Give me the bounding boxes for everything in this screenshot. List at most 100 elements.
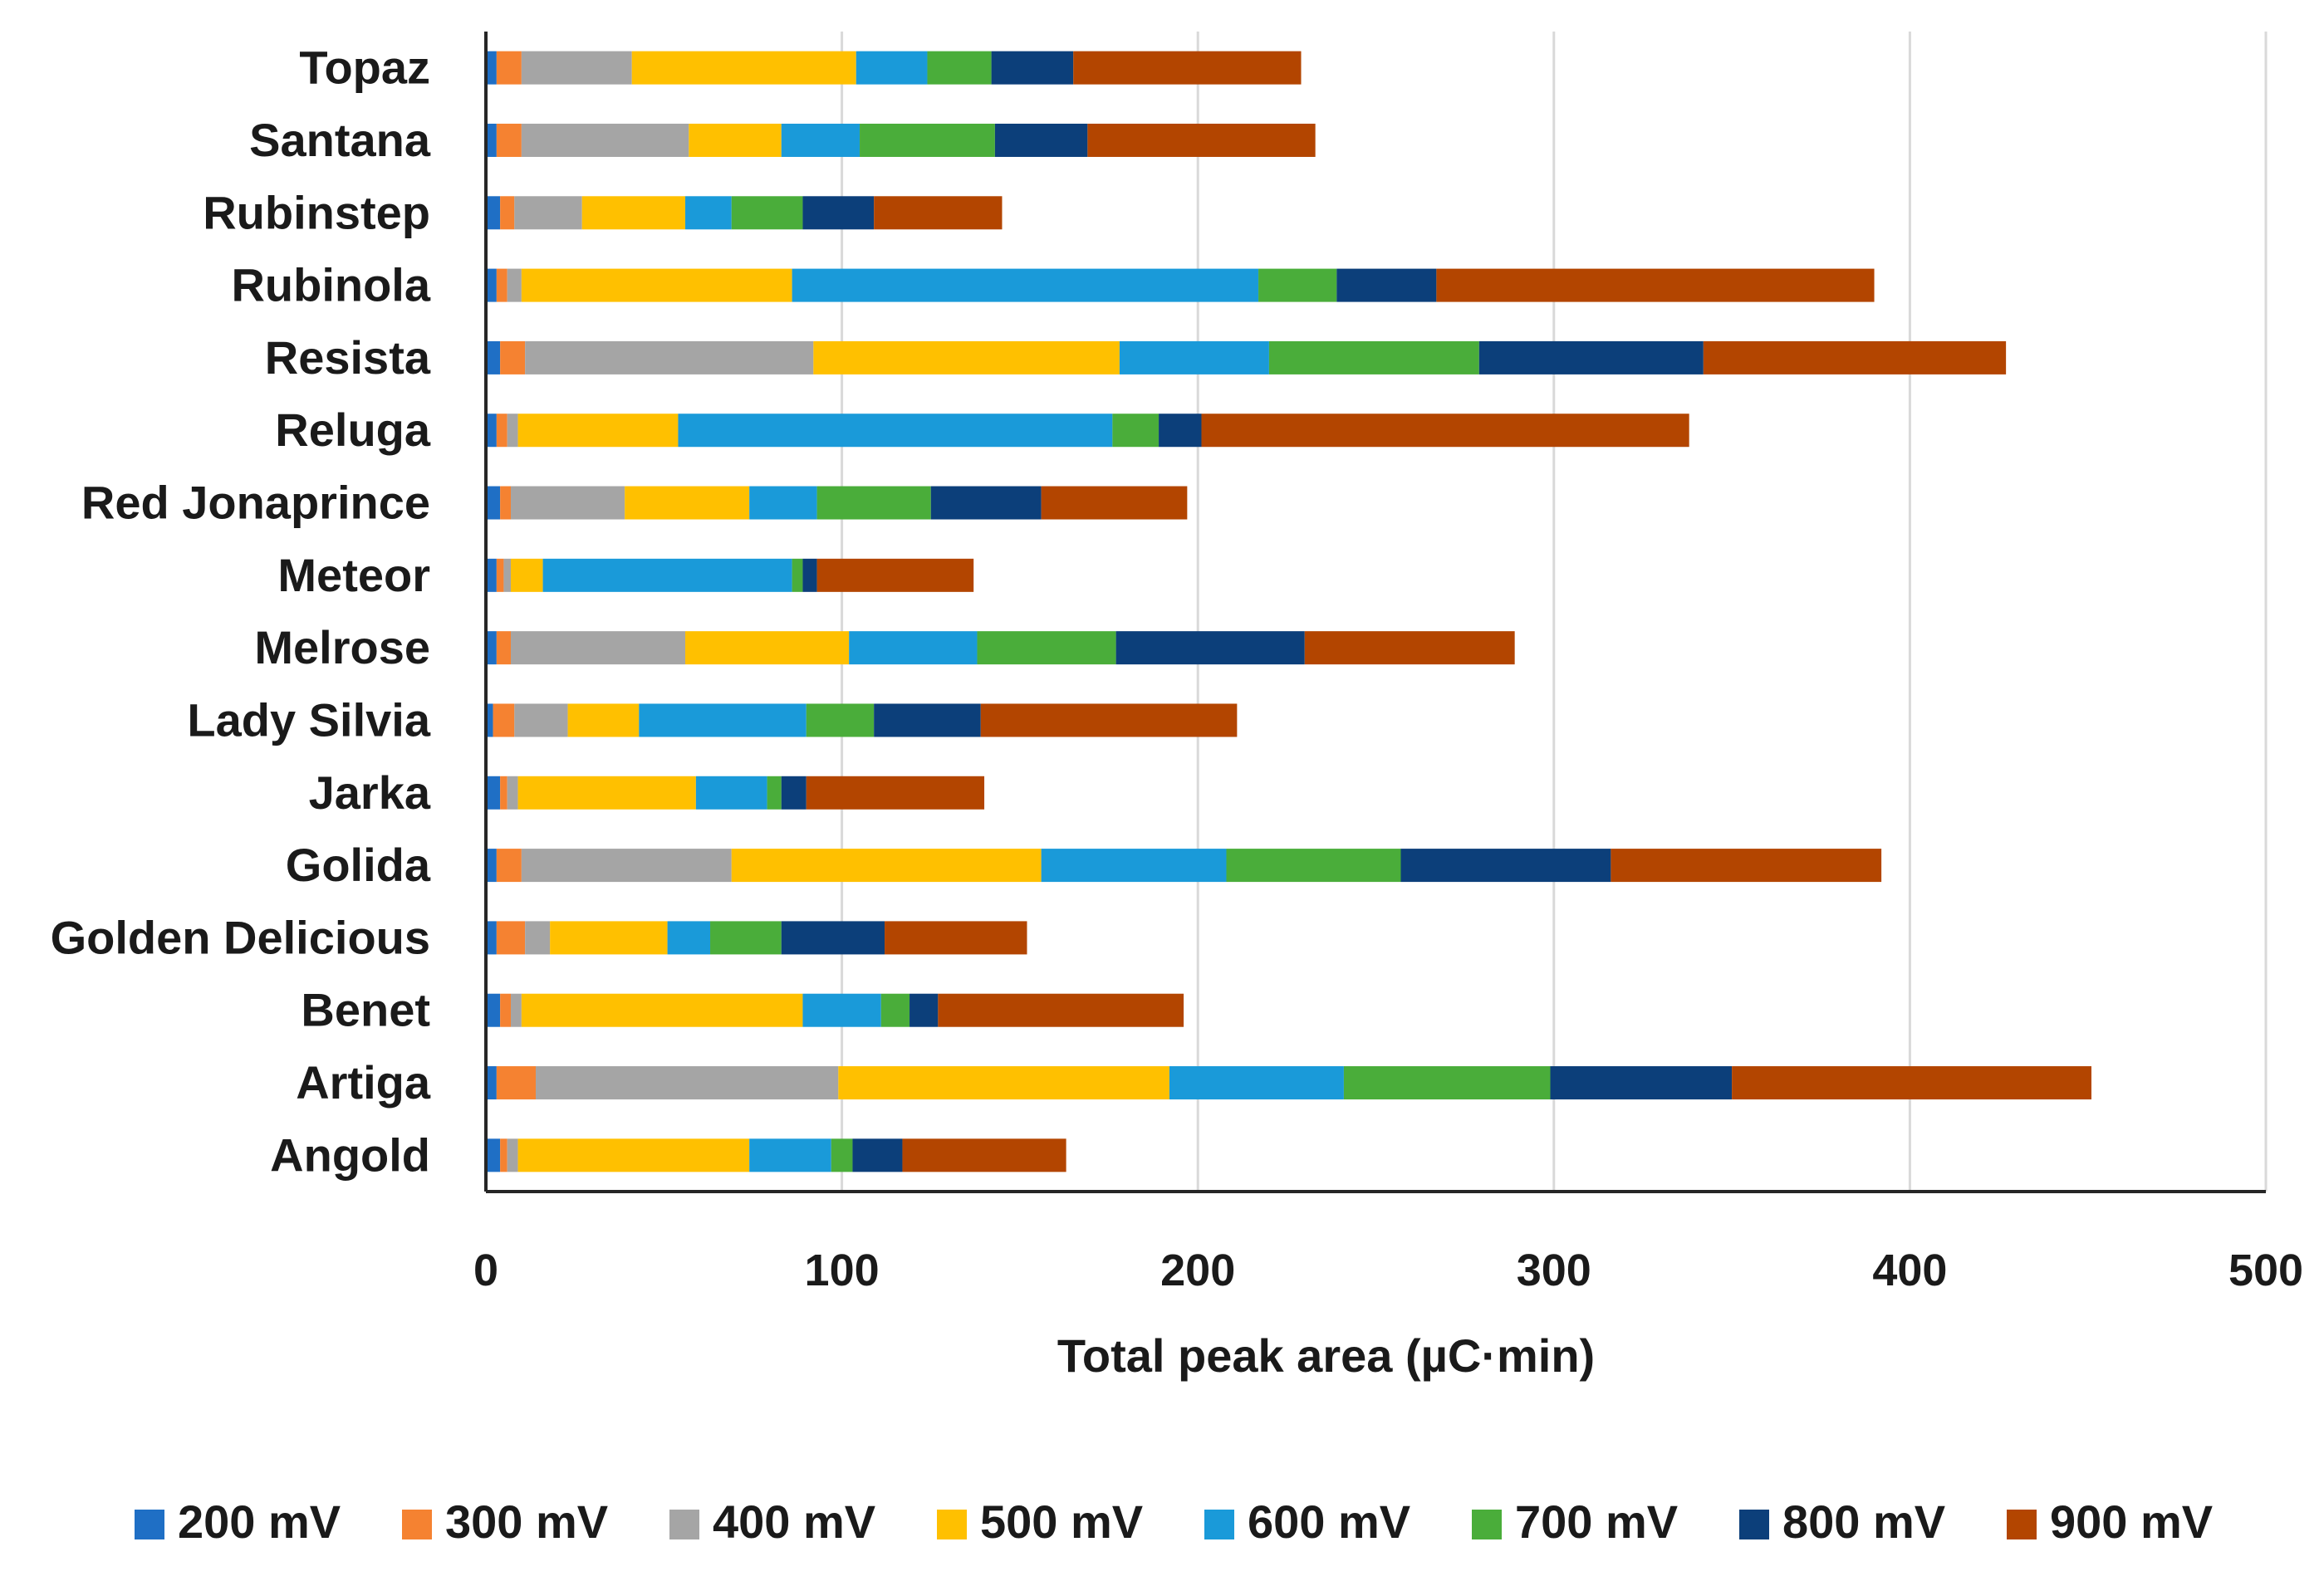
x-tick-label: 400 (1872, 1246, 1947, 1295)
bar-golida-600-mv (1041, 849, 1227, 883)
bar-reluga-600-mv (678, 414, 1113, 448)
bar-resista-200-mv (486, 340, 501, 374)
category-label: Red Jonaprince (81, 477, 430, 529)
bar-jarka-200-mv (486, 776, 501, 810)
bar-melrose-200-mv (486, 631, 497, 665)
bar-rubinstep-900-mv (874, 196, 1003, 230)
legend-swatch (1204, 1510, 1234, 1539)
bar-jarka-500-mv (517, 776, 696, 810)
bar-santana-300-mv (496, 123, 522, 157)
bar-reluga-900-mv (1201, 414, 1689, 448)
category-label: Santana (249, 114, 431, 166)
category-label: Jarka (309, 766, 431, 819)
bar-rubinola-200-mv (486, 268, 497, 302)
bar-melrose-400-mv (511, 631, 686, 665)
x-axis-title: Total peak area (µC·min) (1057, 1329, 1595, 1382)
bar-meteor-800-mv (802, 558, 817, 592)
bar-angold-500-mv (517, 1138, 750, 1172)
category-label: Angold (270, 1128, 430, 1181)
bar-golida-200-mv (486, 849, 497, 883)
bar-meteor-900-mv (816, 558, 974, 592)
bar-resista-900-mv (1703, 340, 2007, 374)
bar-rubinola-900-mv (1436, 268, 1875, 302)
bar-jarka-800-mv (781, 776, 807, 810)
bar-lady-silvia-300-mv (493, 703, 515, 737)
legend-swatch (1739, 1510, 1769, 1539)
bar-melrose-500-mv (685, 631, 850, 665)
bar-golden-delicious-700-mv (710, 921, 782, 955)
bar-meteor-400-mv (503, 558, 512, 592)
bar-reluga-400-mv (507, 414, 518, 448)
bar-golida-500-mv (731, 849, 1042, 883)
legend-item: 600 mV (1204, 1495, 1410, 1548)
bar-melrose-800-mv (1115, 631, 1305, 665)
bar-melrose-300-mv (496, 631, 512, 665)
bar-angold-400-mv (507, 1138, 518, 1172)
legend-swatch (135, 1510, 164, 1539)
bar-benet-200-mv (486, 993, 501, 1027)
bar-golden-delicious-800-mv (781, 921, 885, 955)
bar-golida-700-mv (1226, 849, 1401, 883)
bar-artiga-900-mv (1732, 1066, 2091, 1100)
bar-meteor-300-mv (496, 558, 504, 592)
bar-meteor-500-mv (511, 558, 543, 592)
bar-reluga-200-mv (486, 414, 497, 448)
legend-label: 500 mV (980, 1495, 1143, 1548)
bar-santana-700-mv (860, 123, 995, 157)
bar-topaz-300-mv (496, 51, 522, 85)
legend-item: 800 mV (1739, 1495, 1945, 1548)
bar-lady-silvia-600-mv (639, 703, 807, 737)
bar-benet-500-mv (521, 993, 803, 1027)
legend-item: 900 mV (2007, 1495, 2213, 1548)
bar-meteor-600-mv (542, 558, 792, 592)
legend-label: 300 mV (445, 1495, 608, 1548)
bar-golida-900-mv (1611, 849, 1882, 883)
legend-label: 700 mV (1515, 1495, 1678, 1548)
legend-item: 400 mV (669, 1495, 875, 1548)
bar-angold-800-mv (852, 1138, 903, 1172)
bar-rubinstep-600-mv (685, 196, 732, 230)
category-label: Benet (301, 984, 430, 1036)
bar-red-jonaprince-200-mv (486, 486, 501, 520)
legend-swatch (669, 1510, 699, 1539)
bar-melrose-600-mv (849, 631, 978, 665)
bar-lady-silvia-700-mv (806, 703, 875, 737)
x-tick-label: 500 (2228, 1246, 2303, 1295)
bar-red-jonaprince-700-mv (816, 486, 931, 520)
bar-santana-400-mv (521, 123, 689, 157)
bar-resista-800-mv (1478, 340, 1704, 374)
bar-resista-400-mv (525, 340, 814, 374)
bar-red-jonaprince-500-mv (625, 486, 750, 520)
bar-topaz-700-mv (927, 51, 992, 85)
bar-artiga-200-mv (486, 1066, 497, 1100)
bar-artiga-400-mv (536, 1066, 839, 1100)
category-label: Golida (286, 839, 431, 891)
bar-red-jonaprince-400-mv (511, 486, 625, 520)
bar-rubinstep-500-mv (581, 196, 686, 230)
bar-rubinola-300-mv (496, 268, 507, 302)
bar-rubinola-600-mv (792, 268, 1259, 302)
bar-rubinstep-400-mv (514, 196, 582, 230)
bar-artiga-300-mv (496, 1066, 537, 1100)
legend-swatch (937, 1510, 967, 1539)
bar-melrose-700-mv (977, 631, 1116, 665)
legend-swatch (402, 1510, 432, 1539)
bar-reluga-500-mv (517, 414, 679, 448)
bar-angold-300-mv (500, 1138, 507, 1172)
category-labels: Topaz Santana Rubinstep Rubinola Resista Relu… (51, 42, 431, 1182)
bar-benet-600-mv (802, 993, 881, 1027)
legend-label: 400 mV (713, 1495, 875, 1548)
bar-topaz-800-mv (991, 51, 1074, 85)
category-label: Topaz (299, 42, 430, 94)
bar-benet-700-mv (880, 993, 910, 1027)
bar-benet-400-mv (511, 993, 522, 1027)
bar-reluga-700-mv (1112, 414, 1160, 448)
bar-jarka-400-mv (507, 776, 518, 810)
bar-resista-300-mv (500, 340, 526, 374)
bar-rubinola-700-mv (1258, 268, 1337, 302)
bar-melrose-900-mv (1304, 631, 1515, 665)
legend-label: 800 mV (1782, 1495, 1945, 1548)
bar-lady-silvia-400-mv (514, 703, 568, 737)
bar-santana-600-mv (781, 123, 860, 157)
